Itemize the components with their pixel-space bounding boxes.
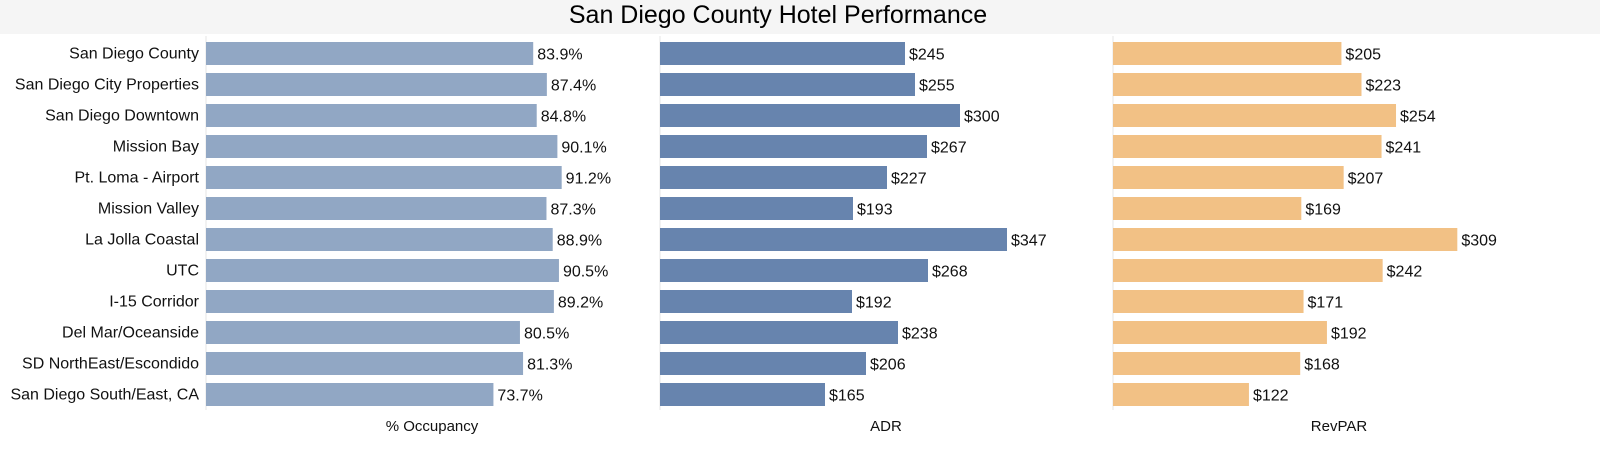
data-label: $254 (1400, 109, 1436, 126)
data-label: 73.7% (497, 388, 542, 405)
axis-label: ADR (870, 418, 902, 435)
bar (206, 290, 554, 313)
category-label: UTC (166, 263, 199, 280)
bar (1113, 197, 1302, 220)
panel-2: $245 $255 $300 $267$227 $193 $347 $268 $192 $238… (659, 36, 1047, 435)
category-label: La Jolla Coastal (85, 232, 199, 249)
data-label: $300 (964, 109, 1000, 126)
axis-label: RevPAR (1311, 418, 1368, 435)
bar (660, 228, 1007, 251)
chart-title: San Diego County Hotel Performance (569, 1, 987, 29)
bar (660, 197, 853, 220)
data-label: $347 (1011, 233, 1047, 250)
category-label: San Diego Downtown (45, 108, 199, 125)
data-label: $255 (919, 78, 955, 95)
data-label: $241 (1386, 140, 1422, 157)
bar (1113, 104, 1397, 127)
data-label: $192 (856, 295, 892, 312)
bar (206, 383, 494, 406)
category-labels: San Diego County San Diego City Propertie… (10, 46, 199, 404)
bar (1113, 73, 1362, 96)
axis-label: % Occupancy (386, 418, 479, 435)
category-label: I-15 Corridor (109, 294, 199, 311)
bar (660, 135, 927, 158)
bar (660, 42, 905, 65)
bar (206, 104, 537, 127)
data-label: 84.8% (541, 109, 586, 126)
bar (206, 42, 534, 65)
data-label: $169 (1305, 202, 1341, 219)
bar (1113, 383, 1249, 406)
data-label: $227 (891, 171, 927, 188)
data-label: $309 (1461, 233, 1497, 250)
data-label: $238 (902, 326, 938, 343)
bar (1113, 228, 1458, 251)
data-label: 91.2% (566, 171, 611, 188)
category-label: Mission Bay (113, 139, 199, 156)
data-label: 89.2% (558, 295, 603, 312)
data-label: 88.9% (557, 233, 602, 250)
bar (206, 73, 547, 96)
data-label: 90.1% (561, 140, 606, 157)
bar (1113, 166, 1344, 189)
category-label: San Diego County (69, 46, 199, 63)
category-label: Mission Valley (98, 201, 199, 218)
bar (206, 197, 547, 220)
bar (1113, 290, 1304, 313)
data-label: $206 (870, 357, 906, 374)
bar (206, 352, 524, 375)
bar (206, 259, 559, 282)
panels: 83.9% 87.4% 84.8% 90.1% 91.2% 87.3% 88.9% 90.5%… (205, 36, 1497, 435)
bar (1113, 135, 1382, 158)
panel-1: 83.9% 87.4% 84.8% 90.1% 91.2% 87.3% 88.9% 90.5%… (205, 36, 611, 435)
data-label: $223 (1365, 78, 1401, 95)
data-label: 81.3% (527, 357, 572, 374)
data-label: $205 (1345, 47, 1381, 64)
bar (660, 259, 928, 282)
data-label: 90.5% (563, 264, 608, 281)
data-label: $192 (1331, 326, 1367, 343)
category-label: San Diego South/East, CA (10, 387, 199, 404)
bar (660, 166, 887, 189)
category-label: SD NorthEast/Escondido (22, 356, 199, 373)
bar (1113, 42, 1342, 65)
bar (660, 352, 866, 375)
data-label: 87.3% (550, 202, 595, 219)
bar (660, 104, 960, 127)
data-label: $168 (1304, 357, 1340, 374)
bar (660, 321, 898, 344)
data-label: $207 (1348, 171, 1384, 188)
bar (206, 321, 520, 344)
category-label: Del Mar/Oceanside (62, 325, 199, 342)
bar (206, 135, 558, 158)
category-label: Pt. Loma - Airport (75, 170, 200, 187)
data-label: $245 (909, 47, 945, 64)
data-label: $268 (932, 264, 968, 281)
data-label: $267 (931, 140, 967, 157)
data-label: $122 (1253, 388, 1289, 405)
data-label: $242 (1387, 264, 1423, 281)
bar (1113, 321, 1327, 344)
bar (206, 166, 562, 189)
title-band (0, 0, 1600, 34)
bar (660, 383, 825, 406)
data-label: 83.9% (537, 47, 582, 64)
data-label: 87.4% (551, 78, 596, 95)
panel-3: $205 $223 $254 $241$207 $169 $309 $242 $171 $192… (1112, 36, 1497, 435)
data-label: $165 (829, 388, 865, 405)
bar (660, 73, 915, 96)
category-label: San Diego City Properties (15, 77, 199, 94)
bar (206, 228, 553, 251)
data-label: 80.5% (524, 326, 569, 343)
bar (660, 290, 852, 313)
bar (1113, 352, 1301, 375)
data-label: $193 (857, 202, 893, 219)
data-label: $171 (1308, 295, 1344, 312)
bar (1113, 259, 1383, 282)
